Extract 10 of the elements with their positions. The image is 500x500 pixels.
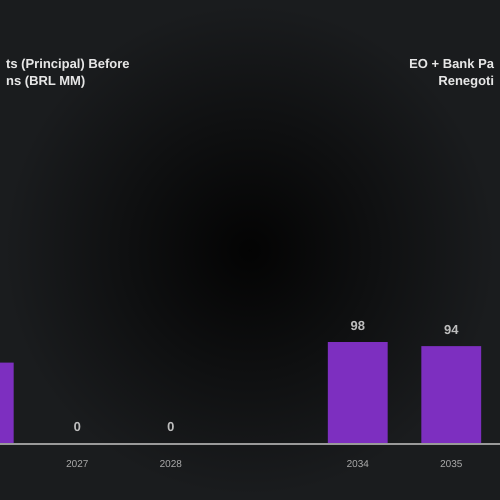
x-tick-label: 2028 — [160, 459, 182, 470]
chart-title: ts (Principal) Before ns (BRL MM) — [6, 56, 130, 88]
x-tick-label: 2034 — [346, 459, 370, 470]
x-tick-label: 2027 — [66, 459, 89, 470]
text: EO + Bank Pa Renegoti — [409, 56, 495, 88]
data-label: 98 — [350, 318, 365, 333]
data-label: 0 — [167, 419, 174, 434]
data-label: 0 — [74, 419, 81, 434]
data-label: 94 — [444, 322, 460, 338]
x-tick-label: 2035 — [440, 459, 463, 470]
